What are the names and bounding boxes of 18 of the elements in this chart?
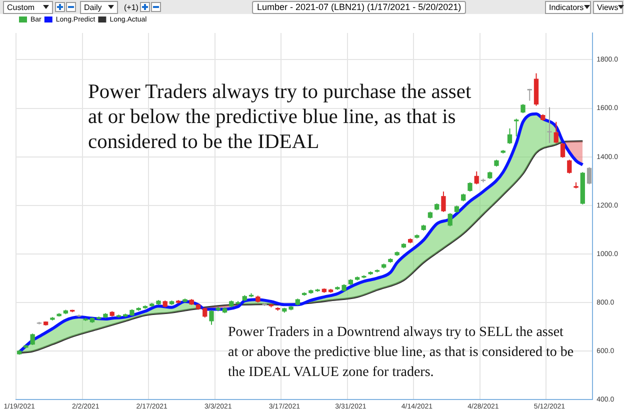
candlestick	[156, 300, 161, 306]
candlestick	[236, 300, 240, 305]
annotation: Power Traders always try to purchase the asset at or below the predictive blue line, as that is considered to be the IDEAL	[88, 80, 472, 155]
text: Custom	[7, 2, 35, 12]
annotation: Power Traders in a Downtrend always try to SELL the asset at or above the predictive blue line, as that is considered to be the IDEAL VALUE zone for traders.	[228, 324, 574, 382]
candlestick	[500, 150, 506, 154]
text: Daily	[84, 2, 102, 12]
candlestick	[547, 106, 552, 144]
chart-title: Lumber - 2021-07 (LBN21) (1/17/2021 - 5/20/2021)	[252, 0, 466, 14]
candlestick	[176, 300, 181, 304]
candlestick	[414, 234, 420, 239]
text: Views	[597, 2, 618, 12]
candlestick	[96, 316, 102, 320]
candlestick	[50, 316, 55, 321]
candlestick	[182, 298, 188, 303]
text: (+1)	[124, 2, 138, 12]
candlestick	[83, 318, 88, 322]
text: Indicators	[549, 2, 584, 12]
